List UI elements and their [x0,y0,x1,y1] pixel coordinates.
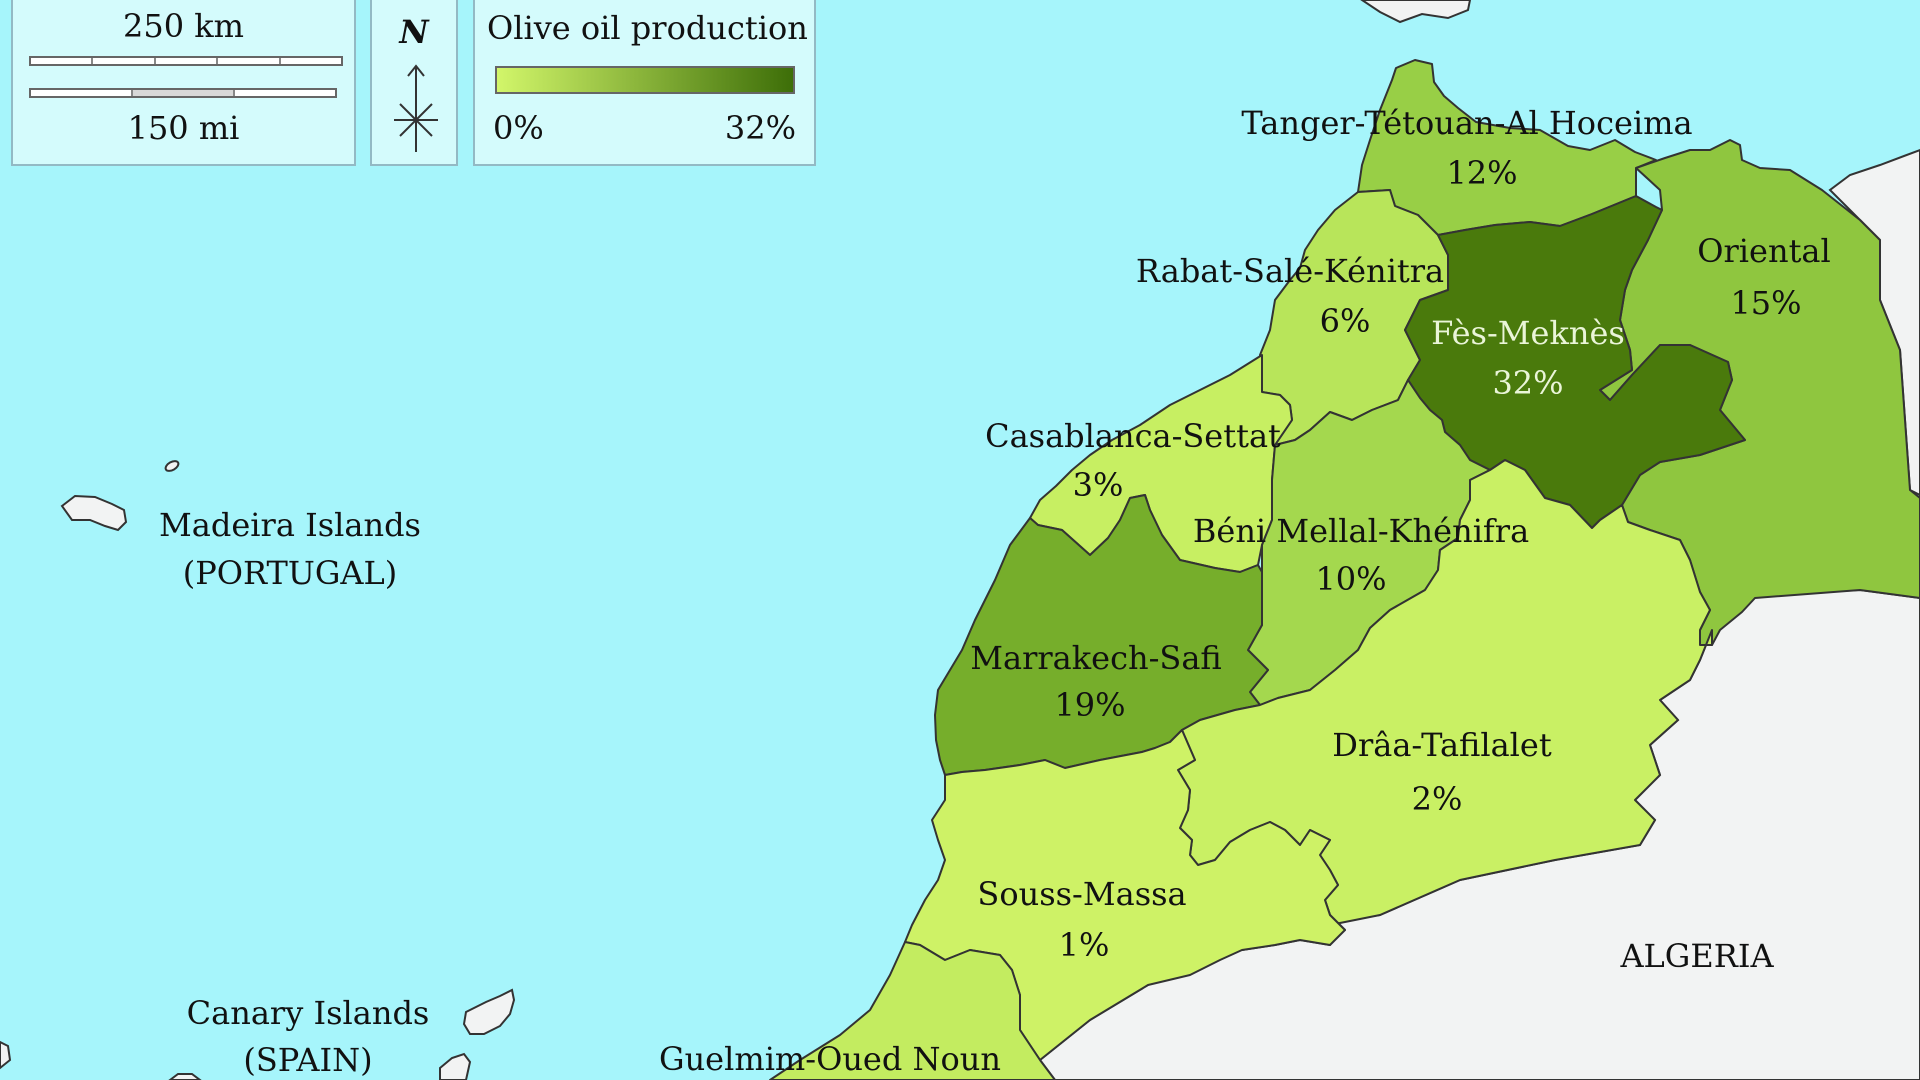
gran-canaria-island [168,1073,202,1080]
region-label-marrakech: Marrakech-Safi [970,639,1222,677]
region-value-oriental: 15% [1730,284,1801,322]
region-value-marrakech: 19% [1054,686,1125,724]
north-label: N [399,13,429,51]
lanzarote-island [462,988,516,1035]
region-label-beni: Béni Mellal-Khénifra [1193,512,1529,550]
legend-panel: Olive oil production 0% 32% [473,0,816,166]
region-label-casa: Casablanca-Settat [985,417,1281,455]
region-label-guelmim: Guelmim-Oued Noun [659,1040,1001,1078]
region-label-souss: Souss-Massa [977,875,1186,913]
country-label-algeria: ALGERIA [1619,937,1774,975]
porto-santo-island [164,460,180,472]
region-value-rabat: 6% [1320,302,1371,340]
region-value-casa: 3% [1073,466,1124,504]
scale-km-label: 250 km [123,7,244,45]
region-label-fes: Fès-Meknès [1431,314,1625,352]
region-label-rabat: Rabat-Salé-Kénitra [1136,252,1444,290]
place-label-canary: Canary Islands [187,994,430,1032]
north-arrow-panel: N [370,0,458,166]
region-value-souss: 1% [1059,926,1110,964]
region-guelmim [769,941,1056,1080]
place-label-canary-country: (SPAIN) [243,1041,372,1079]
scale-bar-km [29,56,343,66]
legend-max-label: 32% [724,109,796,147]
place-label-madeira: Madeira Islands [159,506,421,544]
region-value-fes: 32% [1492,364,1563,402]
region-label-oriental: Oriental [1697,232,1830,270]
legend-min-label: 0% [493,109,544,147]
compass-rose-icon [394,64,438,152]
legend-title: Olive oil production [487,9,808,47]
madeira-island [60,494,128,532]
legend-color-ramp [495,66,795,94]
region-label-tanger: Tanger-Tétouan-Al Hoceima [1241,104,1692,142]
region-value-beni: 10% [1315,560,1386,598]
scale-bar-mi [29,88,337,98]
scale-bar-panel: 250 km 150 mi [11,0,356,166]
scale-mi-label: 150 mi [127,109,240,147]
region-value-tanger: 12% [1446,154,1517,192]
spain-land [1360,0,1472,24]
fuerteventura-island [439,1052,472,1080]
region-label-draa: Drâa-Tafilalet [1332,726,1552,764]
tenerife-island [0,1040,12,1070]
region-value-draa: 2% [1412,780,1463,818]
place-label-madeira-country: (PORTUGAL) [183,554,398,592]
